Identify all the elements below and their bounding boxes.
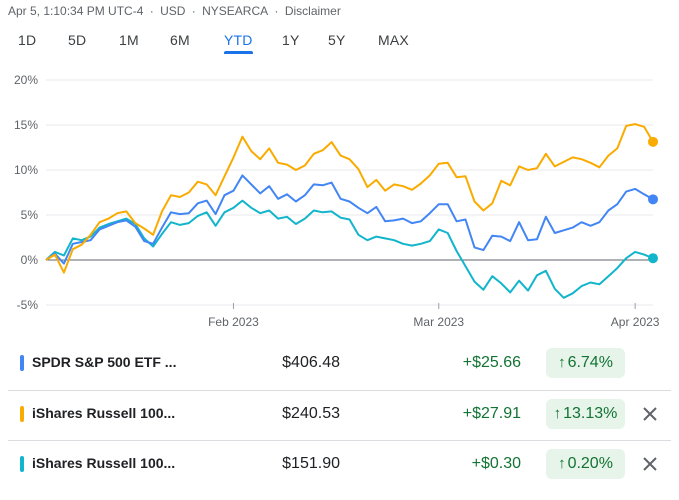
holding-price: $240.53	[282, 405, 340, 422]
holding-change: +$25.66	[462, 354, 521, 371]
x-tick-label: Feb 2023	[208, 315, 259, 329]
percent-change: 6.74%	[567, 354, 613, 371]
holding-row[interactable]: SPDR S&P 500 ETF ... $406.48 +$25.66 ↑ 6.…	[8, 340, 671, 389]
remove-icon[interactable]	[636, 450, 664, 478]
y-tick-label: 5%	[21, 208, 39, 222]
y-tick-label: 15%	[14, 118, 38, 132]
timestamp: Apr 5, 1:10:34 PM UTC-4	[8, 4, 144, 18]
percent-change-badge: ↑ 13.13%	[546, 399, 625, 429]
exchange: NYSEARCA	[202, 4, 269, 18]
x-tick-label: Mar 2023	[413, 315, 464, 329]
series-color-swatch	[20, 406, 24, 422]
holding-price: $151.90	[282, 455, 340, 472]
holding-price: $406.48	[282, 354, 340, 371]
arrow-up-icon: ↑	[553, 405, 562, 422]
comparison-chart: 20% 15% 10% 5% 0% -5% Feb 2023 Mar 2023 Apr 2023	[14, 73, 660, 329]
disclaimer-link[interactable]: Disclaimer	[284, 4, 341, 18]
percent-change-badge: ↑ 0.20%	[546, 449, 625, 479]
quote-info: Apr 5, 1:10:34 PM UTC-4 · USD · NYSEARCA…	[8, 4, 344, 18]
holding-row[interactable]: iShares Russell 100... $240.53 +$27.91 ↑…	[8, 390, 671, 440]
y-tick-label: -5%	[17, 298, 39, 312]
tab-ytd[interactable]: YTD	[224, 30, 253, 54]
holding-name: iShares Russell 100...	[32, 455, 176, 471]
tab-5d[interactable]: 5D	[68, 32, 87, 48]
series-line	[45, 123, 654, 274]
percent-change-badge: ↑ 6.74%	[546, 348, 625, 378]
series-line	[45, 174, 654, 265]
tab-1m[interactable]: 1M	[119, 32, 139, 48]
currency: USD	[160, 4, 186, 18]
arrow-up-icon: ↑	[558, 455, 566, 472]
holding-change: +$27.91	[462, 405, 521, 422]
y-tick-label: 0%	[21, 253, 39, 267]
arrow-up-icon: ↑	[558, 354, 566, 371]
x-tick-label: Apr 2023	[611, 315, 660, 329]
series-end-point	[648, 253, 658, 264]
separator: ·	[149, 4, 154, 18]
series-color-swatch	[20, 355, 24, 371]
series-end-point	[648, 194, 658, 205]
remove-icon[interactable]	[636, 400, 664, 428]
separator: ·	[274, 4, 279, 18]
tab-1y[interactable]: 1Y	[282, 32, 300, 48]
y-tick-label: 20%	[14, 73, 38, 87]
tab-5y[interactable]: 5Y	[328, 32, 346, 48]
series-color-swatch	[20, 456, 24, 472]
tab-max[interactable]: MAX	[378, 32, 409, 48]
holding-change: +$0.30	[471, 455, 521, 472]
tab-1d[interactable]: 1D	[18, 32, 37, 48]
separator: ·	[191, 4, 196, 18]
holding-name: SPDR S&P 500 ETF ...	[32, 354, 177, 370]
tab-6m[interactable]: 6M	[170, 32, 190, 48]
percent-change: 13.13%	[563, 405, 618, 422]
holding-name: iShares Russell 100...	[32, 405, 176, 421]
range-selector: 1D 5D 1M 6M YTD 1Y 5Y MAX	[0, 30, 679, 58]
series-end-point	[648, 136, 658, 147]
percent-change: 0.20%	[567, 455, 613, 472]
y-tick-label: 10%	[14, 163, 38, 177]
holding-row[interactable]: iShares Russell 100... $151.90 +$0.30 ↑ 0…	[8, 440, 671, 490]
